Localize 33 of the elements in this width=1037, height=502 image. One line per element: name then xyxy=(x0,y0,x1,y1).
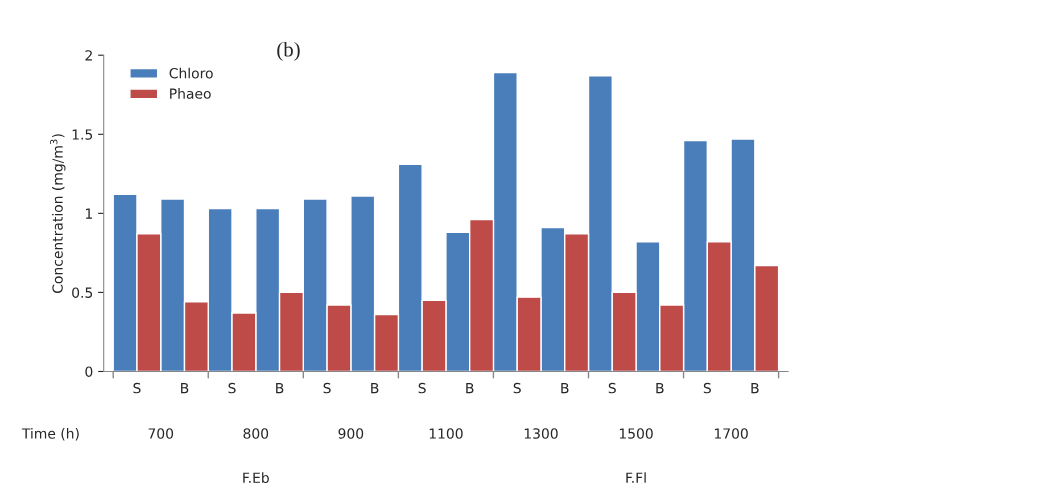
y-tick-label: 0 xyxy=(85,366,93,377)
x-tick-label: S xyxy=(228,382,236,394)
y-tick-label: 1.5 xyxy=(72,129,93,140)
x-tick-label: S xyxy=(513,382,521,394)
x-tick-label: S xyxy=(608,382,616,394)
x-tick-label: B xyxy=(656,383,664,394)
text: F.Eb xyxy=(243,472,269,484)
text: 1700 xyxy=(714,428,748,439)
x-tick-label: S xyxy=(133,382,141,394)
x-tick-label: S xyxy=(703,382,711,394)
x-tick-label: B xyxy=(751,383,759,394)
x-tick-label: B xyxy=(371,383,379,394)
text: 800 xyxy=(243,428,269,439)
text: 1500 xyxy=(619,428,653,439)
x-tick-label: B xyxy=(466,383,474,394)
x-tick-label: B xyxy=(276,383,284,394)
x-tick-label: B xyxy=(181,383,189,394)
y-tick-label: 0.5 xyxy=(72,287,93,298)
x-tick-label: B xyxy=(561,383,569,394)
text: 900 xyxy=(338,428,364,439)
x-axis-title: Time (h) xyxy=(21,428,79,441)
y-axis-title: Concentration (mg/m$^{3}$) xyxy=(50,134,66,293)
legend-label: Phaeo xyxy=(170,88,211,99)
y-tick-label: 1 xyxy=(85,208,92,219)
x-tick-label: S xyxy=(323,382,331,394)
y-tick-label: 2 xyxy=(85,50,92,61)
chart-title: (b) xyxy=(277,41,300,61)
legend-label: Chloro xyxy=(169,67,213,79)
x-tick-label: S xyxy=(418,382,426,394)
text: 1100 xyxy=(429,428,463,439)
text: 700 xyxy=(148,428,174,439)
text: 1300 xyxy=(524,428,558,439)
text: F.Fl xyxy=(626,472,646,483)
